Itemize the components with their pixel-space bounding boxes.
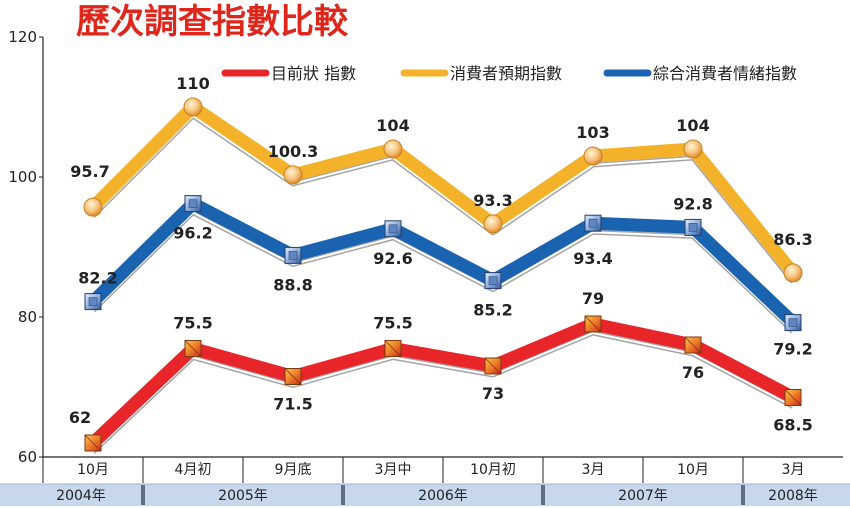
data-point-diagonal — [284, 368, 302, 385]
data-point-inner — [188, 199, 198, 208]
data-point-inner — [288, 251, 298, 260]
data-point-diagonal — [684, 336, 702, 354]
legend: 目前狀 指數 消費者預期指數 綜合消費者情緒指數 — [221, 64, 797, 83]
data-label: 92.6 — [373, 249, 412, 268]
x-tick-label: 4月初 — [175, 461, 212, 478]
data-label: 110 — [176, 74, 209, 93]
data-point — [483, 214, 503, 234]
year-divider — [341, 485, 345, 505]
data-point-inner — [88, 297, 98, 306]
data-point-diagonal — [784, 389, 802, 406]
year-divider — [741, 485, 745, 505]
data-point-inner — [488, 276, 498, 285]
series-line — [86, 317, 800, 450]
year-divider — [141, 485, 145, 505]
data-label: 104 — [676, 116, 709, 135]
data-label: 95.7 — [70, 162, 109, 181]
data-label: 68.5 — [773, 416, 812, 435]
data-point-inner — [388, 224, 398, 234]
data-point — [583, 146, 603, 166]
data-label: 71.5 — [273, 395, 312, 414]
data-label: 75.5 — [173, 314, 212, 333]
series-shadow-highlight — [92, 332, 794, 453]
data-label: 76 — [682, 363, 704, 382]
series-shadow-highlight — [92, 211, 794, 333]
year-band — [0, 484, 850, 506]
data-labels: 62 75.5 71.5 75.5 73 79 76 68.5 95.7 110 100.3 104 9… — [69, 74, 813, 435]
data-point-diagonal — [484, 357, 502, 375]
series-sentiment — [84, 195, 802, 334]
y-tick-label: 120 — [8, 28, 37, 46]
year-label: 2006年 — [418, 488, 468, 504]
data-point — [383, 139, 403, 159]
data-label: 82.2 — [78, 269, 117, 288]
data-point — [683, 139, 703, 159]
series-line — [86, 197, 800, 330]
data-point — [783, 263, 803, 283]
x-tick-label: 10月初 — [470, 461, 516, 478]
x-tick-label: 9月底 — [275, 462, 312, 478]
data-label: 104 — [376, 116, 409, 135]
x-tick-label: 10月 — [77, 462, 109, 478]
year-label: 2008年 — [768, 488, 818, 504]
data-point-inner — [588, 218, 598, 228]
data-label: 86.3 — [773, 230, 812, 249]
x-tick-label: 3月 — [782, 462, 805, 478]
year-label: 2005年 — [218, 488, 268, 504]
data-label: 85.2 — [473, 301, 512, 320]
year-label: 2004年 — [56, 488, 106, 504]
year-divider — [541, 485, 545, 505]
axes: 60 80 100 120 — [8, 28, 843, 466]
data-label: 88.8 — [273, 275, 312, 294]
data-label: 92.8 — [673, 194, 712, 213]
data-label: 75.5 — [373, 314, 412, 333]
y-tick-label: 100 — [8, 168, 37, 186]
series-line — [86, 100, 800, 280]
legend-entry: 目前狀 指數 — [271, 64, 356, 83]
data-point-diagonal — [84, 434, 102, 452]
x-tick-label: 10月 — [677, 462, 709, 478]
data-point — [183, 97, 203, 117]
x-axis: 10月 4月初 9月底 3月中 10月初 3月 10月 3月 2004年 2005年 2006年 20… — [0, 457, 850, 506]
series-expectation — [83, 97, 803, 284]
legend-entry: 消費者預期指數 — [450, 64, 562, 83]
series-current — [84, 315, 802, 454]
data-label: 93.3 — [473, 191, 512, 210]
data-point-diagonal — [184, 340, 202, 357]
data-label: 73 — [482, 384, 504, 403]
data-label: 93.4 — [573, 249, 612, 268]
year-label: 2007年 — [618, 488, 668, 504]
data-point-diagonal — [384, 340, 402, 357]
chart-title: 歷次調查指數比較 — [76, 2, 349, 42]
data-label: 96.2 — [173, 224, 212, 243]
data-point-inner — [788, 318, 798, 327]
data-point-inner — [688, 223, 698, 232]
data-label: 103 — [576, 123, 609, 142]
x-tick-label: 3月中 — [375, 462, 412, 478]
data-label: 79 — [582, 289, 604, 308]
x-tick-label: 3月 — [582, 462, 605, 478]
data-label: 62 — [69, 408, 91, 427]
data-label: 100.3 — [268, 142, 319, 161]
data-point-diagonal — [584, 315, 602, 333]
legend-entry: 綜合消費者情緒指數 — [653, 64, 797, 83]
data-point — [83, 197, 103, 217]
series-layer — [83, 97, 803, 454]
y-tick-label: 80 — [18, 308, 37, 326]
series-shadow-highlight — [92, 115, 794, 283]
data-label: 79.2 — [773, 340, 812, 359]
data-point — [283, 165, 303, 185]
y-tick-label: 60 — [18, 448, 37, 466]
